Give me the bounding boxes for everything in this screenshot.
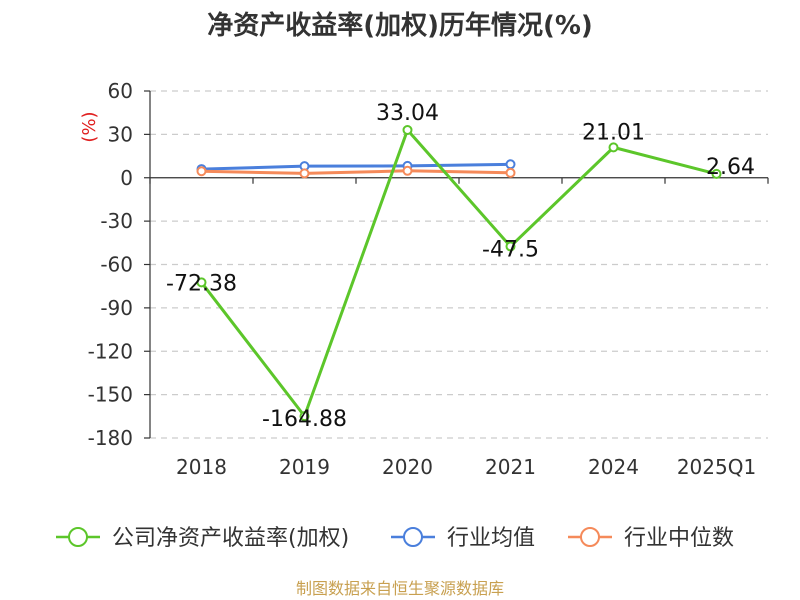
series-0-point-3	[505, 241, 516, 252]
x-tick-label-2025Q1: 2025Q1	[677, 455, 756, 479]
x-tick-label-2018: 2018	[176, 455, 227, 479]
data-label-2021: -47.5	[482, 237, 539, 262]
y-tick-label--30: -30	[100, 209, 133, 233]
y-tick-label--60: -60	[100, 253, 133, 277]
data-label-2019: -164.88	[262, 407, 347, 432]
series-lines	[196, 124, 722, 422]
y-tick-label--180: -180	[88, 426, 133, 450]
y-axis-unit-label: (%)	[79, 111, 100, 142]
y-tick-label-30: 30	[108, 122, 133, 146]
series-2-point-3	[505, 167, 516, 178]
y-tick-label-0: 0	[120, 166, 133, 190]
series-0-point-4	[608, 142, 619, 153]
x-tick-label-2020: 2020	[382, 455, 433, 479]
series-2-point-2	[402, 165, 413, 176]
series-0-point-0	[196, 277, 207, 288]
data-label-2025Q1: 2.64	[706, 155, 755, 180]
grid	[150, 90, 768, 439]
chart-title: 净资产收益率(加权)历年情况(%)	[207, 10, 593, 41]
x-tick-label-2019: 2019	[279, 455, 330, 479]
series-line-0	[200, 128, 717, 418]
y-tick-label--150: -150	[88, 383, 133, 407]
series-0-point-2	[402, 124, 413, 135]
legend-label-2: 行业中位数	[624, 526, 734, 551]
y-tick-label--120: -120	[88, 339, 133, 363]
legend-marker-1	[403, 527, 423, 547]
data-label-2018: -72.38	[166, 271, 237, 296]
legend-label-1: 行业均值	[447, 526, 535, 551]
legend: 公司净资产收益率(加权) 行业均值 行业中位数	[56, 526, 734, 551]
series-line-1	[201, 162, 511, 171]
y-tick-label-60: 60	[108, 79, 133, 103]
data-label-2020: 33.04	[376, 101, 439, 126]
series-2-point-1	[299, 168, 310, 179]
data-label-2024: 21.01	[582, 120, 645, 145]
legend-marker-0	[68, 527, 88, 547]
x-tick-label-2024: 2024	[588, 455, 639, 479]
legend-marker-2	[580, 527, 600, 547]
series-1-point-3	[505, 159, 516, 170]
series-0-point-5	[711, 168, 722, 179]
y-tick-label--90: -90	[100, 296, 133, 320]
axes: 60 30 0 -30 -60 -90 -120 -150 -180 2018 2019 2020 20…	[88, 79, 769, 479]
legend-label-0: 公司净资产收益率(加权)	[112, 526, 349, 551]
series-line-2	[201, 169, 511, 175]
source-note: 制图数据来自恒生聚源数据库	[296, 579, 504, 598]
x-tick-label-2021: 2021	[485, 455, 536, 479]
series-2-point-0	[196, 166, 207, 177]
data-labels: -72.38 -164.88 33.04 -47.5 21.01 2.64	[166, 101, 755, 432]
series-0-point-1	[299, 411, 310, 422]
